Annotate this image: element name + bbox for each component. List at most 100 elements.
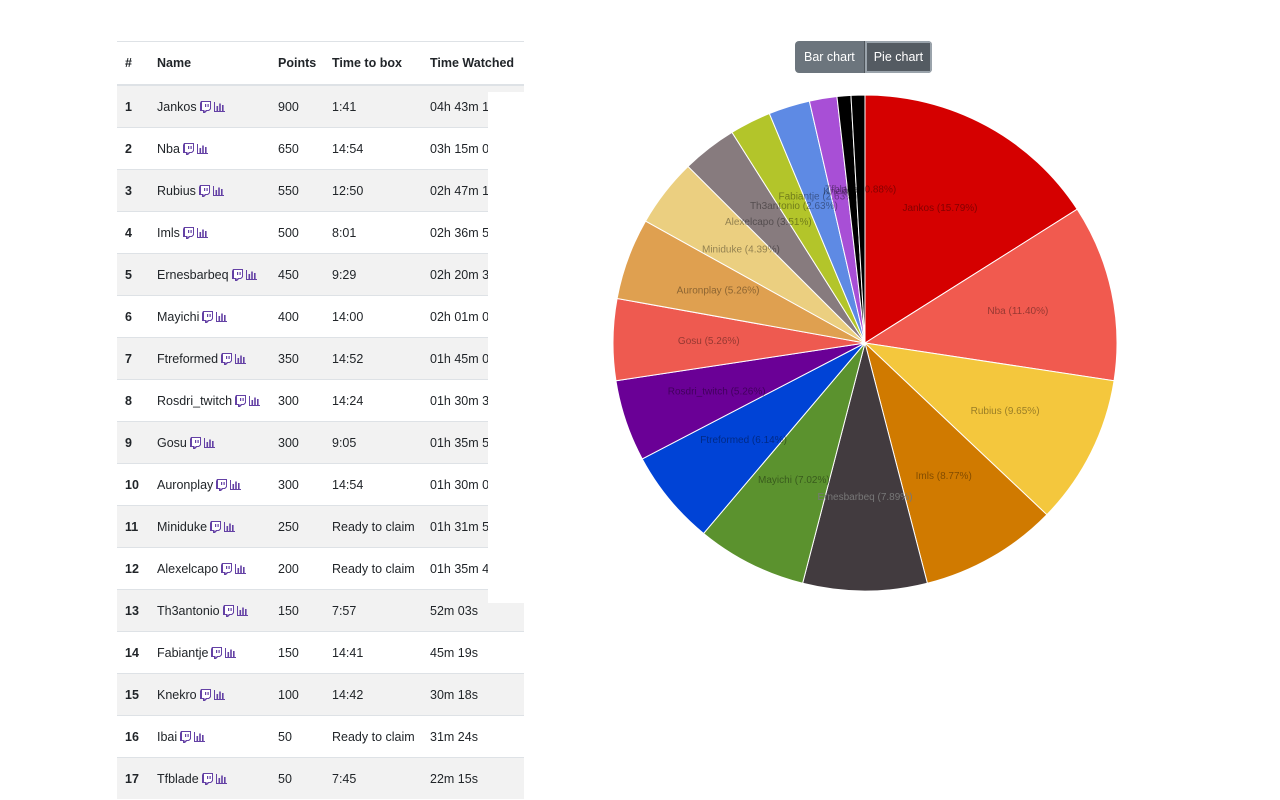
twitch-icon[interactable] <box>221 353 232 365</box>
twitch-icon[interactable] <box>200 689 211 701</box>
time-to-box-cell: 14:24 <box>324 380 422 422</box>
rank-cell: 17 <box>117 758 149 800</box>
rank-cell: 11 <box>117 506 149 548</box>
rank-cell: 12 <box>117 548 149 590</box>
bar-chart-icon[interactable] <box>216 774 227 784</box>
twitch-icon[interactable] <box>183 143 194 155</box>
table-overflow-mask <box>488 92 528 603</box>
table-row: 14 Fabiantje 150 14:41 45m 19s <box>117 632 524 674</box>
bar-chart-icon[interactable] <box>225 648 236 658</box>
twitch-icon[interactable] <box>199 185 210 197</box>
twitch-icon[interactable] <box>232 269 243 281</box>
table-row: 11 Miniduke 250 Ready to claim 01h 31m 58s <box>117 506 524 548</box>
bar-chart-icon[interactable] <box>213 186 224 196</box>
time-watched-cell: 31m 24s <box>422 716 524 758</box>
bar-chart-icon[interactable] <box>224 522 235 532</box>
bar-chart-icon[interactable] <box>235 354 246 364</box>
table-row: 1 Jankos 900 1:41 04h 43m 19s <box>117 85 524 128</box>
twitch-icon[interactable] <box>216 479 227 491</box>
bar-chart-icon[interactable] <box>197 144 208 154</box>
time-to-box-cell: 14:54 <box>324 128 422 170</box>
streamer-name: Jankos <box>157 100 197 114</box>
bar-chart-icon[interactable] <box>214 102 225 112</box>
rank-cell: 6 <box>117 296 149 338</box>
bar-chart-icon[interactable] <box>237 606 248 616</box>
rank-cell: 14 <box>117 632 149 674</box>
points-cell: 450 <box>270 254 324 296</box>
bar-chart-icon[interactable] <box>246 270 257 280</box>
time-watched-cell: 45m 19s <box>422 632 524 674</box>
name-cell: Fabiantje <box>149 632 270 674</box>
bar-chart-button[interactable]: Bar chart <box>795 41 864 73</box>
header-rank[interactable]: # <box>117 42 149 86</box>
time-to-box-cell: Ready to claim <box>324 716 422 758</box>
time-to-box-cell: Ready to claim <box>324 506 422 548</box>
rank-cell: 2 <box>117 128 149 170</box>
pie-label-auronplay: Auronplay (5.26%) <box>677 286 760 297</box>
points-cell: 150 <box>270 590 324 632</box>
pie-label-rubius: Rubius (9.65%) <box>971 406 1040 417</box>
points-cell: 500 <box>270 212 324 254</box>
twitch-icon[interactable] <box>221 563 232 575</box>
bar-chart-icon[interactable] <box>194 732 205 742</box>
pie-label-gosu: Gosu (5.26%) <box>678 336 740 347</box>
name-cell: Nba <box>149 128 270 170</box>
table-row: 9 Gosu 300 9:05 01h 35m 55s <box>117 422 524 464</box>
table-row: 2 Nba 650 14:54 03h 15m 06s <box>117 128 524 170</box>
table-row: 10 Auronplay 300 14:54 01h 30m 06s <box>117 464 524 506</box>
name-cell: Ibai <box>149 716 270 758</box>
twitch-icon[interactable] <box>210 521 221 533</box>
time-to-box-cell: 1:41 <box>324 85 422 128</box>
header-points[interactable]: Points <box>270 42 324 86</box>
name-cell: Mayichi <box>149 296 270 338</box>
header-name[interactable]: Name <box>149 42 270 86</box>
name-cell: Rosdri_twitch <box>149 380 270 422</box>
twitch-icon[interactable] <box>235 395 246 407</box>
twitch-icon[interactable] <box>223 605 234 617</box>
table-row: 12 Alexelcapo 200 Ready to claim 01h 35m 49s <box>117 548 524 590</box>
pie-label-nba: Nba (11.40%) <box>987 306 1048 317</box>
points-cell: 300 <box>270 380 324 422</box>
rank-cell: 4 <box>117 212 149 254</box>
time-to-box-cell: Ready to claim <box>324 548 422 590</box>
time-to-box-cell: 14:54 <box>324 464 422 506</box>
bar-chart-icon[interactable] <box>216 312 227 322</box>
table-row: 3 Rubius 550 12:50 02h 47m 10s <box>117 170 524 212</box>
twitch-icon[interactable] <box>200 101 211 113</box>
time-watched-cell: 22m 15s <box>422 758 524 800</box>
bar-chart-icon[interactable] <box>230 480 241 490</box>
bar-chart-icon[interactable] <box>204 438 215 448</box>
header-time-to-box[interactable]: Time to box <box>324 42 422 86</box>
twitch-icon[interactable] <box>202 311 213 323</box>
name-cell: Alexelcapo <box>149 548 270 590</box>
twitch-icon[interactable] <box>183 227 194 239</box>
time-to-box-cell: 14:41 <box>324 632 422 674</box>
streamer-name: Ernesbarbeq <box>157 268 229 282</box>
streamer-name: Fabiantje <box>157 646 208 660</box>
points-cell: 250 <box>270 506 324 548</box>
bar-chart-icon[interactable] <box>249 396 260 406</box>
time-watched-cell: 30m 18s <box>422 674 524 716</box>
pie-label-imls: Imls (8.77%) <box>916 471 972 482</box>
table-row: 13 Th3antonio 150 7:57 52m 03s <box>117 590 524 632</box>
points-cell: 200 <box>270 548 324 590</box>
streamer-name: Nba <box>157 142 180 156</box>
bar-chart-icon[interactable] <box>197 228 208 238</box>
twitch-icon[interactable] <box>202 773 213 785</box>
pie-chart-button[interactable]: Pie chart <box>864 41 932 73</box>
streamer-name: Rubius <box>157 184 196 198</box>
twitch-icon[interactable] <box>190 437 201 449</box>
points-cell: 150 <box>270 632 324 674</box>
streamer-name: Auronplay <box>157 478 213 492</box>
bar-chart-icon[interactable] <box>214 690 225 700</box>
streamer-name: Gosu <box>157 436 187 450</box>
table-header-row: # Name Points Time to box Time Watched <box>117 42 524 86</box>
header-time-watched[interactable]: Time Watched <box>422 42 524 86</box>
rank-cell: 7 <box>117 338 149 380</box>
twitch-icon[interactable] <box>211 647 222 659</box>
leaderboard-table-container: # Name Points Time to box Time Watched 1… <box>117 41 524 799</box>
pie-label-mayichi: Mayichi (7.02%) <box>758 475 830 486</box>
twitch-icon[interactable] <box>180 731 191 743</box>
bar-chart-icon[interactable] <box>235 564 246 574</box>
rank-cell: 8 <box>117 380 149 422</box>
